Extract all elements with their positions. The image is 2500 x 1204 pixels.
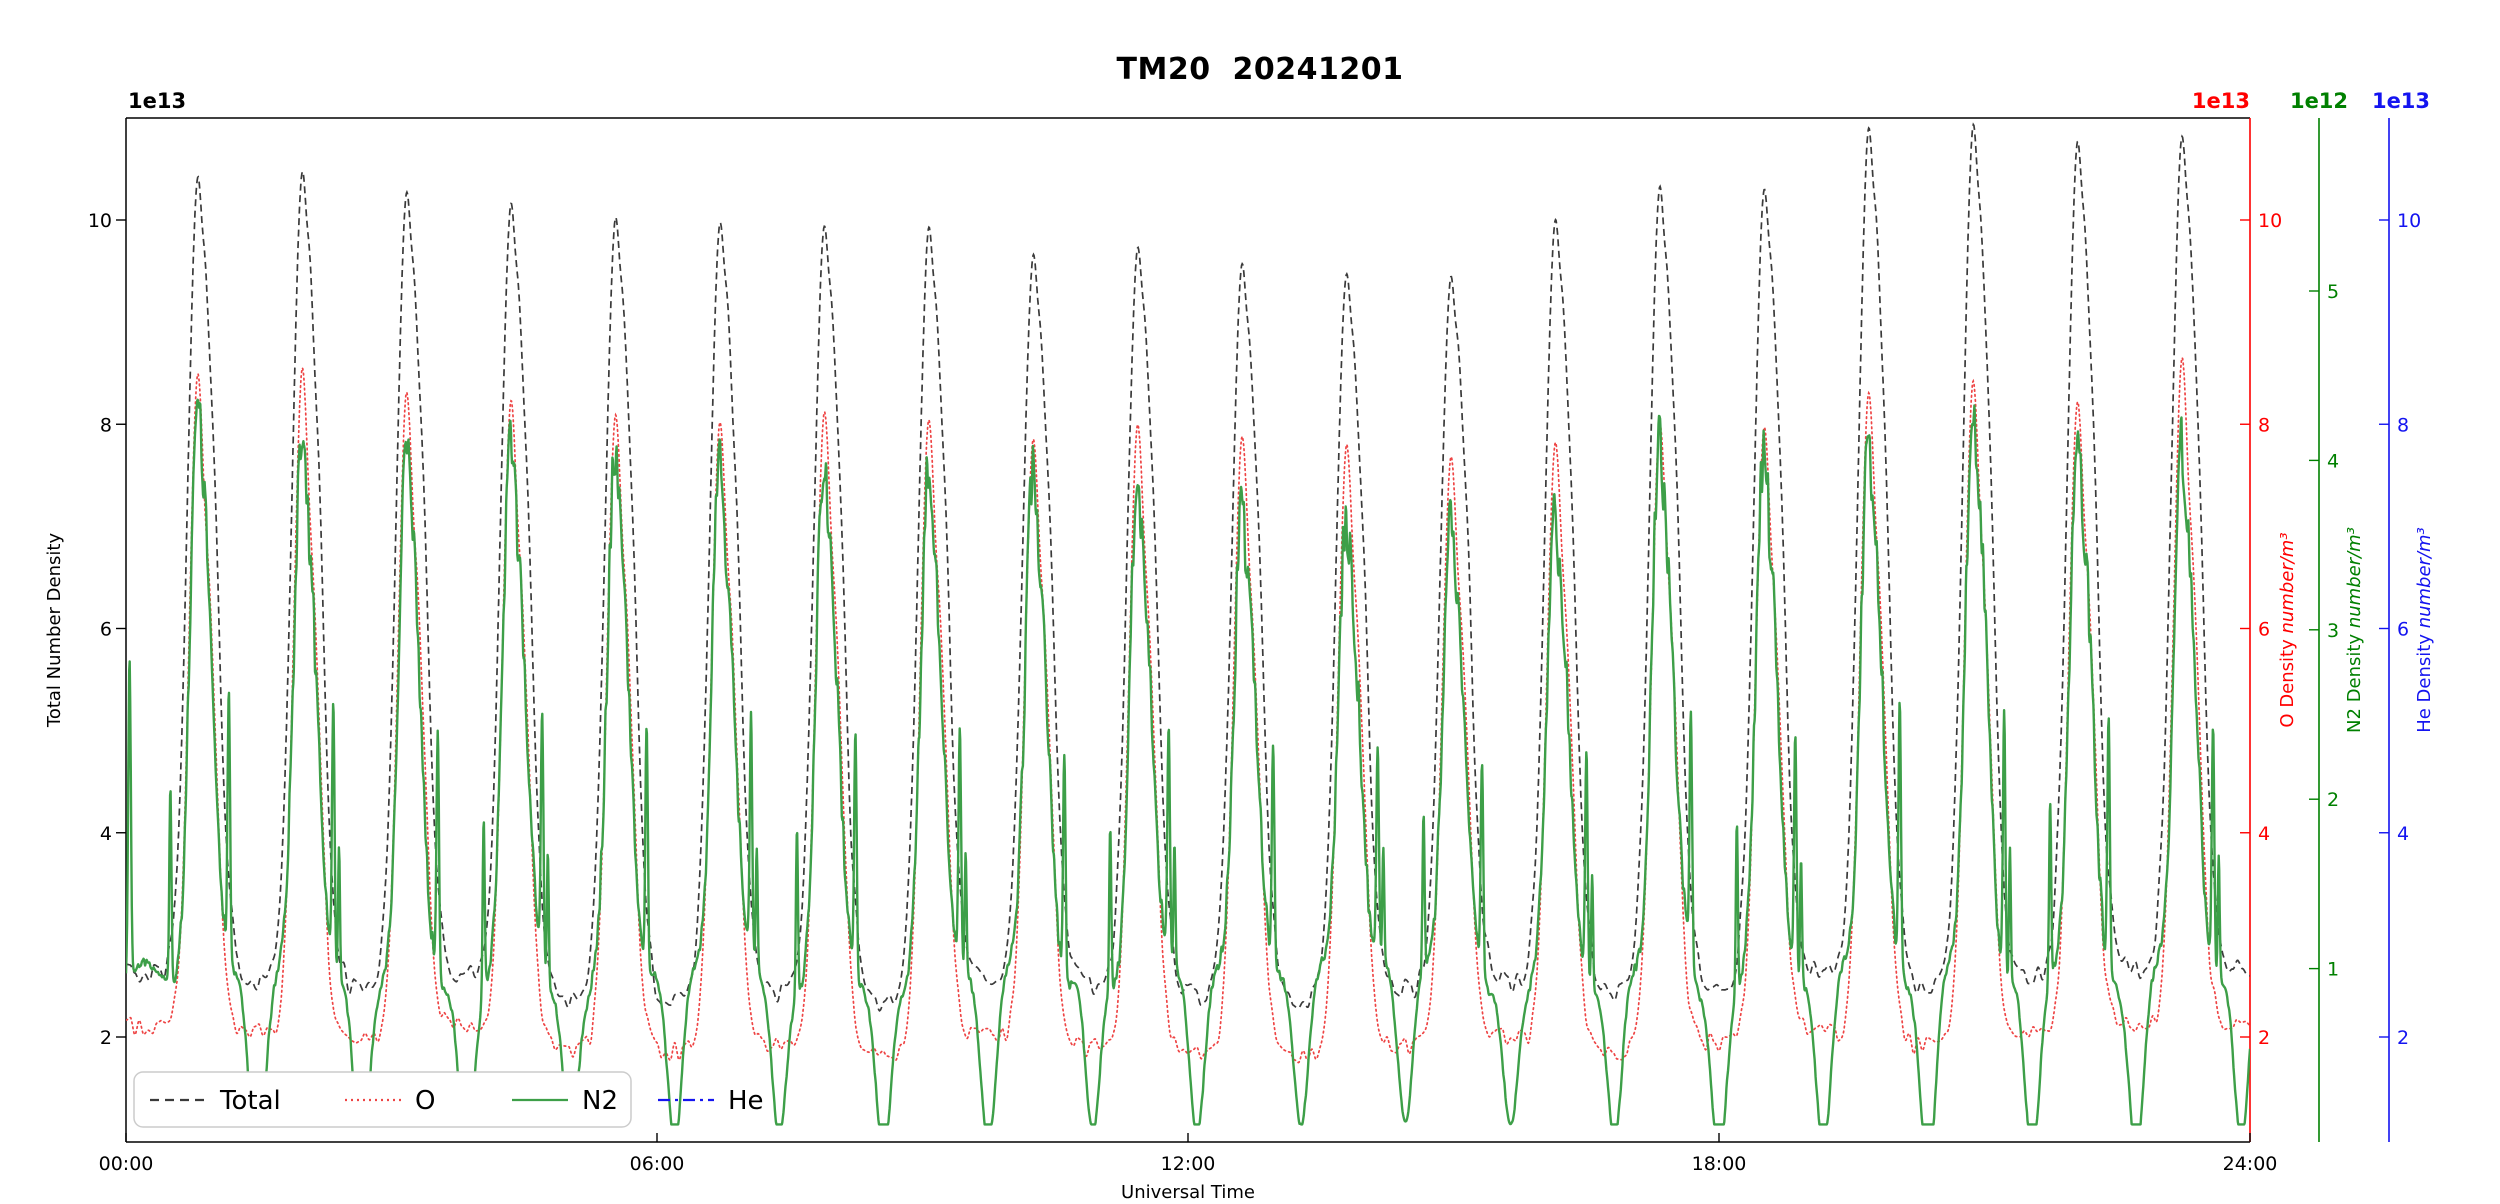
n2-series-line	[126, 398, 2250, 1126]
left-axis-tick-label: 10	[88, 210, 112, 232]
o-series-line	[126, 355, 2250, 1064]
x-axis-tick-label: 18:00	[1692, 1153, 1747, 1175]
legend-label-n2: N2	[582, 1086, 618, 1116]
n2-axis-tick-label: 1	[2327, 959, 2339, 981]
o-axis-tick-label: 6	[2258, 619, 2270, 641]
legend-label-he: He	[728, 1086, 764, 1116]
x-axis-tick-label: 24:00	[2223, 1153, 2278, 1175]
he-axis-offset-text: 1e13	[2372, 89, 2430, 113]
n2-axis-offset-text: 1e12	[2290, 89, 2348, 113]
axes: 00:00 06:00 12:00 18:00 24:00246810246810123…	[88, 89, 2430, 1175]
chart-title: TM20 20241201	[1116, 52, 1404, 87]
x-axis-label: Universal Time	[1121, 1182, 1255, 1200]
n2-axis-tick-label: 2	[2327, 789, 2339, 811]
he-axis-tick-label: 2	[2397, 1027, 2409, 1049]
o-axis-tick-label: 2	[2258, 1027, 2270, 1049]
legend-label-o: O	[415, 1086, 435, 1116]
n2-axis-tick-label: 3	[2327, 620, 2339, 642]
total-series-line	[126, 122, 2250, 1012]
n2-axis-tick-label: 4	[2327, 450, 2339, 472]
left-axis-label: Total Number Density	[44, 533, 65, 729]
left-axis-tick-label: 8	[100, 414, 112, 436]
o-axis-tick-label: 10	[2258, 210, 2282, 232]
left-axis-offset-text: 1e13	[128, 89, 186, 113]
x-axis-tick-label: 00:00	[99, 1153, 154, 1175]
he-axis-tick-label: 10	[2397, 210, 2421, 232]
legend-label-total: Total	[219, 1086, 281, 1116]
he-axis-label: He Density number/m³	[2414, 527, 2435, 733]
o-axis-tick-label: 8	[2258, 414, 2270, 436]
x-axis-tick-label: 06:00	[630, 1153, 685, 1175]
n2-axis-tick-label: 5	[2327, 281, 2339, 303]
he-axis-tick-label: 4	[2397, 823, 2409, 845]
x-axis-tick-label: 12:00	[1161, 1153, 1216, 1175]
o-axis-offset-text: 1e13	[2192, 89, 2250, 113]
o-axis-label: O Density number/m³	[2277, 532, 2298, 727]
n2-axis-label: N2 Density number/m³	[2344, 527, 2365, 733]
left-axis-tick-label: 4	[100, 823, 112, 845]
left-axis-tick-label: 2	[100, 1027, 112, 1049]
he-axis-tick-label: 8	[2397, 414, 2409, 436]
o-axis-tick-label: 4	[2258, 823, 2270, 845]
left-axis-tick-label: 6	[100, 619, 112, 641]
series-curves	[126, 122, 2250, 1126]
legend: Total O N2 He	[133, 1071, 764, 1128]
he-axis-tick-label: 6	[2397, 619, 2409, 641]
